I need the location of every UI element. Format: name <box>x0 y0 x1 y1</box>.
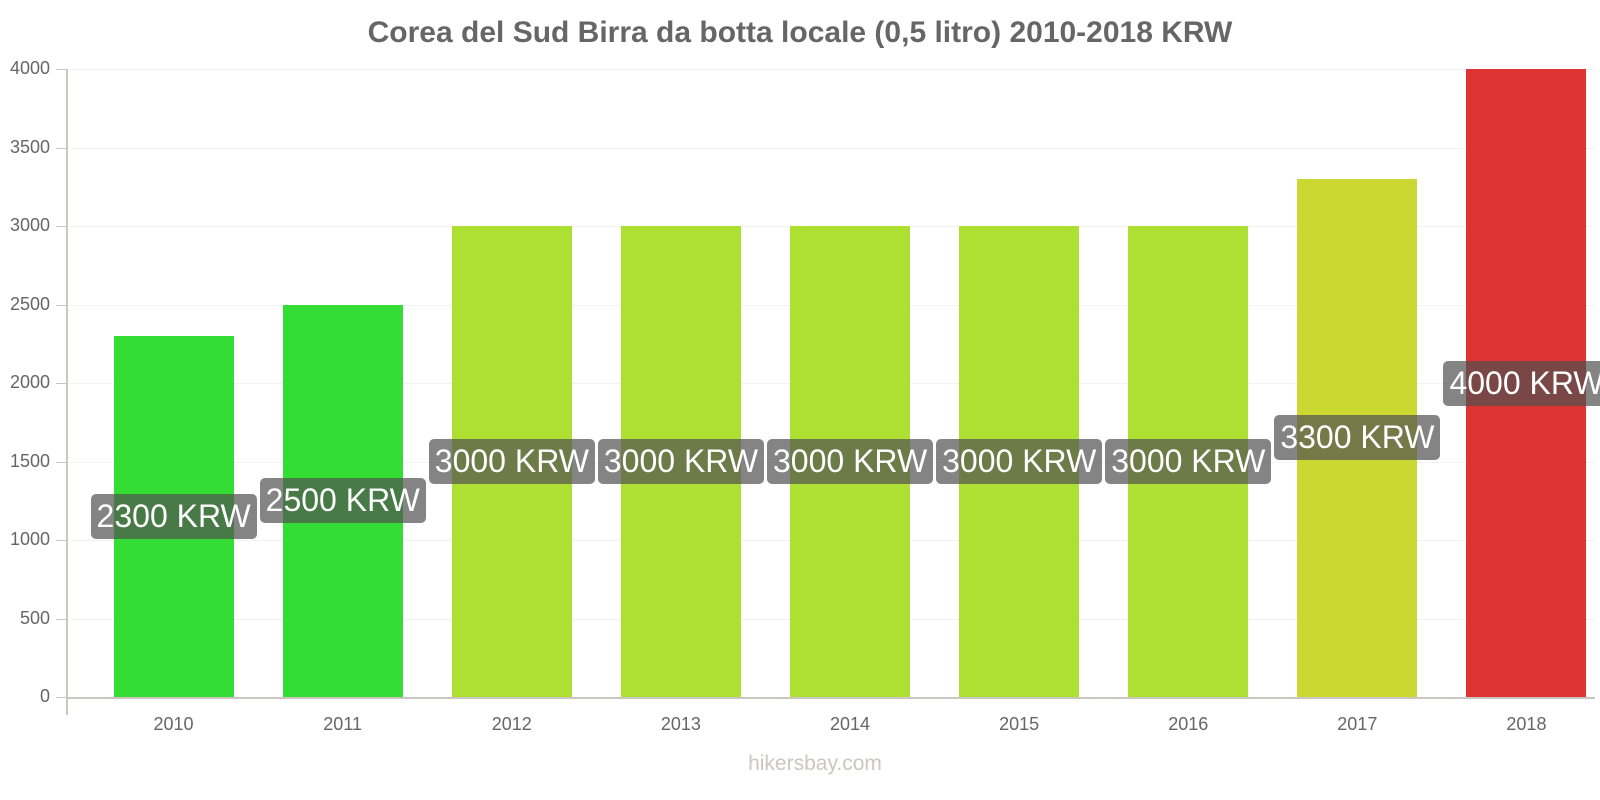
value-label: 2500 KRW <box>259 478 426 524</box>
x-tick-label: 2010 <box>153 714 194 734</box>
y-tick-mark <box>56 304 66 306</box>
y-tick-mark <box>56 226 66 227</box>
y-tick-mark <box>56 618 66 620</box>
gridline <box>67 69 1595 70</box>
x-tick-label: 2017 <box>1337 714 1378 734</box>
y-tick-mark <box>56 69 66 70</box>
y-tick-label: 1500 <box>9 450 50 471</box>
plot-area <box>67 69 1595 698</box>
value-label: 3000 KRW <box>1105 439 1272 484</box>
value-label: 3000 KRW <box>597 439 765 484</box>
chart-title: Corea del Sud Birra da botta locale (0,5… <box>367 16 1233 49</box>
gridline <box>67 147 1595 149</box>
y-tick-mark <box>56 540 66 541</box>
y-tick-label: 3000 <box>9 215 50 235</box>
y-tick-label: 500 <box>19 607 50 628</box>
y-tick-mark <box>56 697 66 698</box>
y-tick-mark <box>56 147 66 149</box>
y-tick-label: 1000 <box>9 529 50 549</box>
y-tick-label: 3500 <box>9 136 50 157</box>
x-tick-label: 2013 <box>660 714 701 734</box>
value-label: 3000 KRW <box>428 439 595 484</box>
value-label: 3000 KRW <box>767 439 934 484</box>
y-tick-mark <box>56 383 66 384</box>
value-label: 3300 KRW <box>1274 415 1441 461</box>
y-tick-label: 2500 <box>9 293 50 314</box>
y-tick-label: 0 <box>39 686 50 706</box>
x-axis-line <box>66 697 1595 699</box>
y-tick-label: 4000 <box>9 58 50 78</box>
x-tick-label: 2018 <box>1506 714 1547 734</box>
watermark: hikersbay.com <box>748 752 882 775</box>
y-axis-line <box>66 69 68 715</box>
x-tick-label: 2014 <box>829 714 871 734</box>
x-tick-label: 2012 <box>491 714 532 734</box>
x-tick-label: 2016 <box>1168 714 1209 734</box>
value-label: 2300 KRW <box>90 493 257 539</box>
x-tick-label: 2011 <box>323 714 363 734</box>
x-tick-label: 2015 <box>999 714 1040 734</box>
value-label: 3000 KRW <box>936 439 1103 484</box>
y-tick-mark <box>56 461 66 463</box>
value-label: 4000 KRW <box>1443 360 1600 406</box>
y-tick-label: 2000 <box>9 372 50 392</box>
